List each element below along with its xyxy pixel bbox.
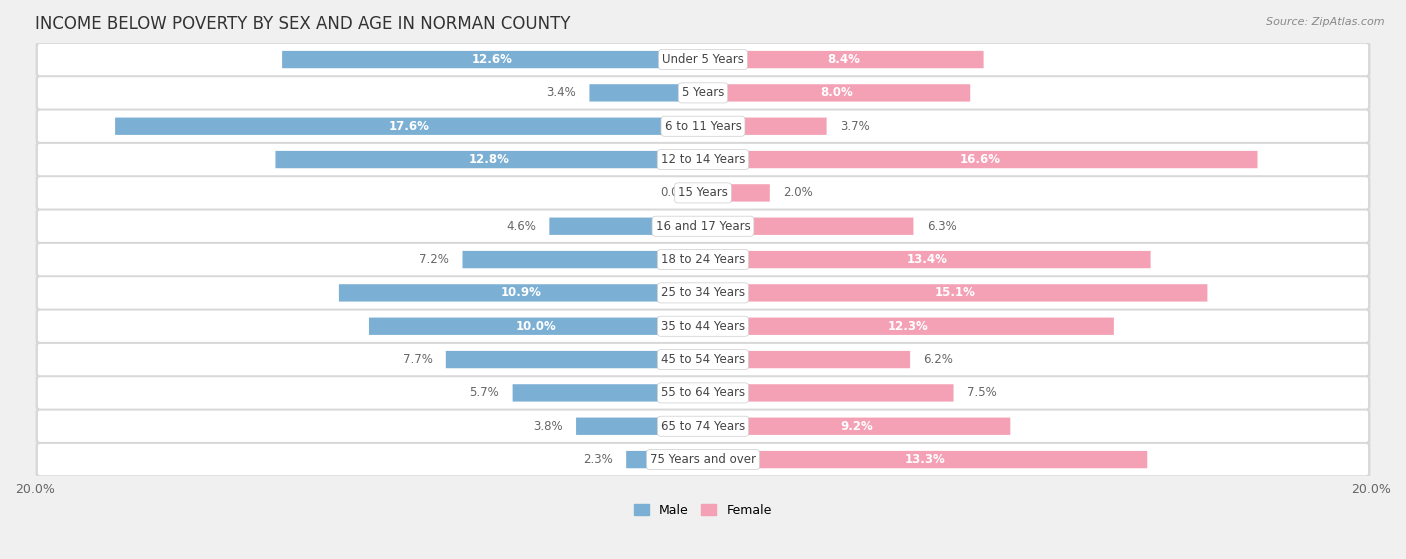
Text: 16.6%: 16.6% xyxy=(960,153,1001,166)
Legend: Male, Female: Male, Female xyxy=(630,499,776,522)
FancyBboxPatch shape xyxy=(703,151,1257,168)
Text: 55 to 64 Years: 55 to 64 Years xyxy=(661,386,745,399)
Text: 2.0%: 2.0% xyxy=(783,186,813,200)
FancyBboxPatch shape xyxy=(703,284,1208,301)
FancyBboxPatch shape xyxy=(35,42,1371,77)
FancyBboxPatch shape xyxy=(368,318,703,335)
Text: 2.3%: 2.3% xyxy=(583,453,613,466)
FancyBboxPatch shape xyxy=(38,344,1368,375)
Text: 5.7%: 5.7% xyxy=(470,386,499,399)
Text: 4.6%: 4.6% xyxy=(506,220,536,233)
Text: 7.5%: 7.5% xyxy=(967,386,997,399)
Text: 6 to 11 Years: 6 to 11 Years xyxy=(665,120,741,132)
FancyBboxPatch shape xyxy=(703,217,914,235)
FancyBboxPatch shape xyxy=(703,418,1011,435)
FancyBboxPatch shape xyxy=(35,342,1371,377)
FancyBboxPatch shape xyxy=(626,451,703,468)
Text: 25 to 34 Years: 25 to 34 Years xyxy=(661,286,745,300)
FancyBboxPatch shape xyxy=(35,176,1371,210)
FancyBboxPatch shape xyxy=(703,318,1114,335)
Text: 7.7%: 7.7% xyxy=(402,353,433,366)
FancyBboxPatch shape xyxy=(35,376,1371,410)
FancyBboxPatch shape xyxy=(38,311,1368,342)
FancyBboxPatch shape xyxy=(703,384,953,401)
Text: INCOME BELOW POVERTY BY SEX AND AGE IN NORMAN COUNTY: INCOME BELOW POVERTY BY SEX AND AGE IN N… xyxy=(35,15,571,33)
FancyBboxPatch shape xyxy=(35,309,1371,344)
Text: 13.3%: 13.3% xyxy=(904,453,945,466)
Text: 18 to 24 Years: 18 to 24 Years xyxy=(661,253,745,266)
Text: 12.3%: 12.3% xyxy=(889,320,929,333)
FancyBboxPatch shape xyxy=(550,217,703,235)
FancyBboxPatch shape xyxy=(703,117,827,135)
FancyBboxPatch shape xyxy=(35,109,1371,144)
FancyBboxPatch shape xyxy=(703,51,984,68)
Text: 12.8%: 12.8% xyxy=(468,153,509,166)
FancyBboxPatch shape xyxy=(703,251,1150,268)
Text: 8.4%: 8.4% xyxy=(827,53,859,66)
Text: 65 to 74 Years: 65 to 74 Years xyxy=(661,420,745,433)
FancyBboxPatch shape xyxy=(513,384,703,401)
Text: 7.2%: 7.2% xyxy=(419,253,449,266)
Text: 10.9%: 10.9% xyxy=(501,286,541,300)
Text: 3.8%: 3.8% xyxy=(533,420,562,433)
FancyBboxPatch shape xyxy=(703,451,1147,468)
Text: 15.1%: 15.1% xyxy=(935,286,976,300)
FancyBboxPatch shape xyxy=(703,184,770,202)
FancyBboxPatch shape xyxy=(35,142,1371,177)
FancyBboxPatch shape xyxy=(38,44,1368,75)
FancyBboxPatch shape xyxy=(38,211,1368,242)
FancyBboxPatch shape xyxy=(38,144,1368,175)
Text: 16 and 17 Years: 16 and 17 Years xyxy=(655,220,751,233)
FancyBboxPatch shape xyxy=(35,242,1371,277)
FancyBboxPatch shape xyxy=(35,75,1371,110)
FancyBboxPatch shape xyxy=(276,151,703,168)
FancyBboxPatch shape xyxy=(35,442,1371,477)
Text: 6.3%: 6.3% xyxy=(927,220,956,233)
Text: 10.0%: 10.0% xyxy=(516,320,557,333)
Text: Under 5 Years: Under 5 Years xyxy=(662,53,744,66)
FancyBboxPatch shape xyxy=(38,177,1368,209)
FancyBboxPatch shape xyxy=(339,284,703,301)
Text: 6.2%: 6.2% xyxy=(924,353,953,366)
FancyBboxPatch shape xyxy=(38,77,1368,108)
Text: Source: ZipAtlas.com: Source: ZipAtlas.com xyxy=(1267,17,1385,27)
Text: 15 Years: 15 Years xyxy=(678,186,728,200)
FancyBboxPatch shape xyxy=(38,277,1368,309)
FancyBboxPatch shape xyxy=(589,84,703,102)
Text: 0.0%: 0.0% xyxy=(659,186,689,200)
FancyBboxPatch shape xyxy=(115,117,703,135)
FancyBboxPatch shape xyxy=(38,111,1368,142)
Text: 3.7%: 3.7% xyxy=(839,120,870,132)
FancyBboxPatch shape xyxy=(38,444,1368,475)
Text: 9.2%: 9.2% xyxy=(841,420,873,433)
Text: 35 to 44 Years: 35 to 44 Years xyxy=(661,320,745,333)
Text: 45 to 54 Years: 45 to 54 Years xyxy=(661,353,745,366)
Text: 12 to 14 Years: 12 to 14 Years xyxy=(661,153,745,166)
Text: 5 Years: 5 Years xyxy=(682,87,724,100)
Text: 17.6%: 17.6% xyxy=(388,120,429,132)
Text: 13.4%: 13.4% xyxy=(907,253,948,266)
FancyBboxPatch shape xyxy=(703,84,970,102)
FancyBboxPatch shape xyxy=(703,351,910,368)
FancyBboxPatch shape xyxy=(576,418,703,435)
FancyBboxPatch shape xyxy=(35,209,1371,244)
FancyBboxPatch shape xyxy=(38,410,1368,442)
FancyBboxPatch shape xyxy=(38,244,1368,275)
FancyBboxPatch shape xyxy=(283,51,703,68)
Text: 12.6%: 12.6% xyxy=(472,53,513,66)
FancyBboxPatch shape xyxy=(35,276,1371,310)
FancyBboxPatch shape xyxy=(38,377,1368,409)
Text: 3.4%: 3.4% xyxy=(547,87,576,100)
Text: 75 Years and over: 75 Years and over xyxy=(650,453,756,466)
FancyBboxPatch shape xyxy=(463,251,703,268)
Text: 8.0%: 8.0% xyxy=(820,87,853,100)
FancyBboxPatch shape xyxy=(35,409,1371,444)
FancyBboxPatch shape xyxy=(446,351,703,368)
